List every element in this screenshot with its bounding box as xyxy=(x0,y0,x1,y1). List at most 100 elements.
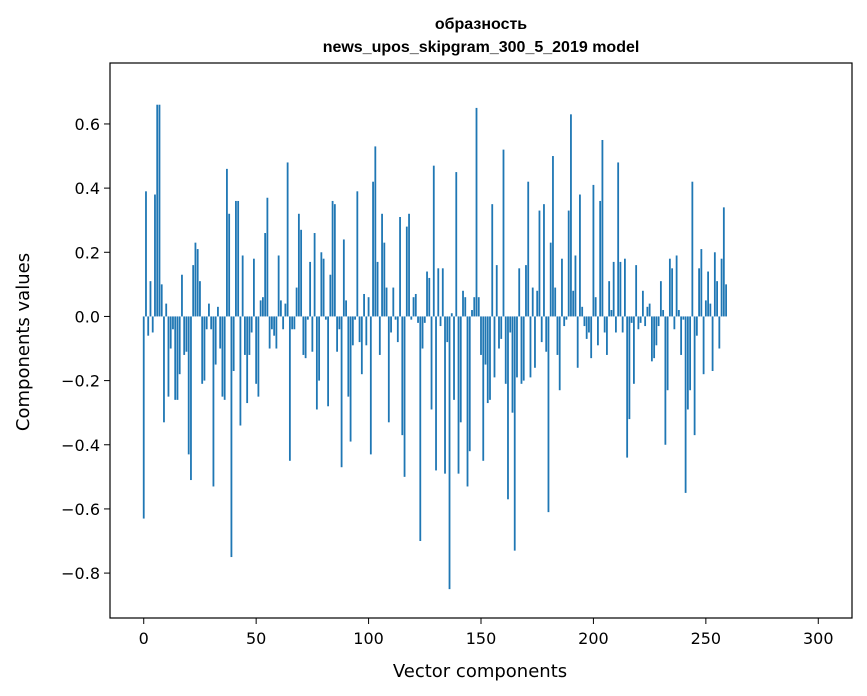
bar xyxy=(279,300,282,317)
bar xyxy=(655,316,658,346)
bar xyxy=(194,242,197,317)
bar xyxy=(628,316,631,420)
bar xyxy=(446,316,449,343)
bar xyxy=(675,255,678,317)
chart-subtitle: news_upos_skipgram_300_5_2019 model xyxy=(323,39,640,56)
y-tick-label: −0.4 xyxy=(61,436,100,455)
bar xyxy=(151,316,154,333)
bar xyxy=(165,303,168,317)
y-axis-ticks: −0.8 −0.6 −0.4 −0.2 0.0 0.2 0.4 0.6 xyxy=(61,115,110,583)
bar xyxy=(464,297,467,317)
bar xyxy=(248,316,251,355)
bar xyxy=(313,233,316,317)
bar xyxy=(601,139,604,317)
bar xyxy=(219,316,222,349)
bar xyxy=(500,316,503,339)
bar xyxy=(205,316,208,330)
bar xyxy=(662,310,665,317)
bar xyxy=(637,316,640,330)
bar xyxy=(725,284,727,317)
bar xyxy=(606,316,608,355)
bar xyxy=(545,316,548,352)
bar xyxy=(349,316,352,442)
bar xyxy=(475,107,478,317)
bar xyxy=(700,249,703,317)
bar xyxy=(181,274,183,317)
bar xyxy=(190,316,192,481)
bar xyxy=(572,290,575,317)
bar xyxy=(342,239,345,317)
bar xyxy=(588,316,590,333)
bar xyxy=(684,316,687,493)
bar xyxy=(322,258,325,317)
x-tick-label: 50 xyxy=(246,629,266,648)
bar xyxy=(428,277,431,317)
bar xyxy=(327,316,329,407)
bar xyxy=(538,210,541,317)
bar xyxy=(462,290,464,317)
bar xyxy=(414,293,417,317)
bar xyxy=(306,316,309,320)
bar xyxy=(437,268,440,317)
bar xyxy=(266,197,269,317)
y-tick-label: 0.6 xyxy=(75,115,100,134)
bar xyxy=(610,310,613,317)
bar xyxy=(549,242,552,317)
bar xyxy=(540,316,543,343)
bar xyxy=(185,316,188,352)
bar xyxy=(210,316,213,330)
bar xyxy=(360,316,363,375)
bar xyxy=(554,287,557,317)
y-tick-label: 0.2 xyxy=(75,243,100,262)
bar xyxy=(689,316,692,391)
bar xyxy=(457,316,460,474)
bar xyxy=(277,255,280,317)
bar xyxy=(707,271,709,317)
bar xyxy=(246,316,249,404)
bar xyxy=(169,316,172,349)
bar xyxy=(561,258,563,317)
bar xyxy=(336,316,338,352)
bar xyxy=(455,172,458,317)
bar xyxy=(378,316,381,355)
bar xyxy=(536,290,539,317)
bar xyxy=(552,156,554,317)
bar xyxy=(192,265,195,317)
bar xyxy=(381,213,383,317)
bar xyxy=(183,316,186,355)
bar xyxy=(653,316,656,359)
bar xyxy=(547,316,550,513)
bar xyxy=(702,316,705,375)
bar xyxy=(331,200,334,317)
bar xyxy=(228,213,231,317)
bar xyxy=(509,316,512,333)
y-tick-label: −0.8 xyxy=(61,564,100,583)
bar xyxy=(390,316,392,333)
bar xyxy=(498,316,500,349)
bar xyxy=(657,316,660,327)
bar xyxy=(543,204,545,317)
bar xyxy=(264,233,267,317)
bar xyxy=(291,316,294,330)
bar xyxy=(482,316,485,461)
bar xyxy=(444,316,446,474)
bar xyxy=(619,261,622,317)
bar xyxy=(333,204,336,317)
bar xyxy=(329,274,332,317)
bar xyxy=(621,316,624,333)
bar xyxy=(556,316,559,355)
bar xyxy=(338,316,341,330)
bar xyxy=(441,268,444,317)
bar xyxy=(646,306,649,317)
x-tick-label: 250 xyxy=(691,629,722,648)
bar xyxy=(527,181,530,317)
y-axis-label: Components values xyxy=(13,253,34,431)
bar xyxy=(473,297,476,317)
bar xyxy=(309,261,312,317)
bar xyxy=(176,316,179,400)
bar xyxy=(241,255,244,317)
bar xyxy=(603,316,606,333)
bar xyxy=(412,297,415,317)
bar xyxy=(408,213,410,317)
